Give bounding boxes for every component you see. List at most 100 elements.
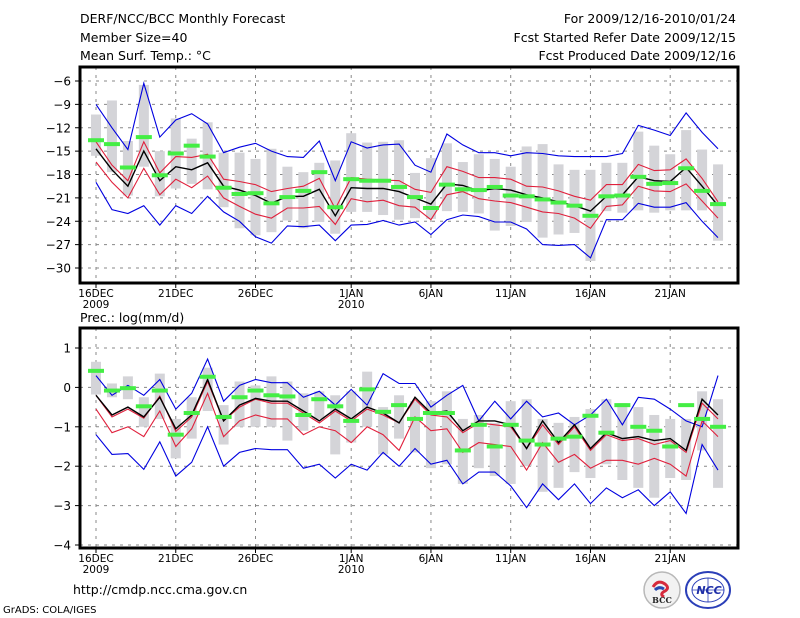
prec-ensemble-min-line [95,425,719,515]
temp-range-bar [473,154,484,214]
temp-range-bar [346,133,357,212]
prec-observed-marker [438,411,455,416]
prec-xtick-label: 1JAN [339,553,364,565]
variable-label-precipitation: Prec.: log(mm/d) [80,310,185,325]
prec-observed-marker [311,397,328,402]
temp-observed-marker [88,138,104,143]
temp-range-bar [330,160,341,234]
temp-observed-marker [518,194,535,199]
prec-observed-marker [375,409,392,414]
temp-range-bar [186,138,197,184]
prec-xtick-year: 2009 [83,564,110,576]
temp-observed-marker [263,201,280,206]
prec-observed-marker [518,438,535,443]
prec-xtick-label: 16DEC [78,553,113,565]
prec-range-bar [410,401,420,453]
temp-xtick-label: 16DEC [78,288,113,300]
temp-range-bar [457,162,468,212]
prec-range-bar [202,367,213,412]
prec-observed-marker [151,388,168,393]
temp-range-bar [298,172,309,229]
prec-observed-marker [247,388,264,393]
temp-observed-marker [662,181,679,186]
temp-ensemble-min-line [95,182,719,259]
prec-range-bar [425,401,436,469]
prec-observed-marker [215,414,232,419]
temp-range-bar [617,162,628,213]
prec-observed-marker [646,428,663,433]
temp-plot-frame [78,65,740,285]
variable-label-temperature: Mean Surf. Temp.: °C [80,48,211,63]
prec-observed-marker [263,393,280,398]
temp-observed-marker [215,185,232,190]
prec-xtick-label: 11JAN [495,553,526,565]
prec-observed-marker [327,404,344,409]
prec-ytick-label: −1 [53,420,71,434]
prec-observed-marker [582,413,599,418]
prec-range-bar [234,381,245,427]
temp-observed-marker [422,206,439,211]
ncc-logo-text: NCC [696,584,721,597]
bcc-logo-text: BCC [652,595,672,605]
prec-ensemble-mean-line [95,377,719,452]
temp-observed-marker [710,202,727,207]
temp-range-bar [218,152,229,208]
temp-spread-lower-line [95,161,719,230]
temp-range-bar [314,162,325,223]
prec-range-bar [330,395,341,455]
temp-observed-marker [119,165,136,170]
temp-range-bar [521,146,532,223]
prec-observed-marker [135,404,152,409]
prec-range-bar [250,385,261,427]
temp-range-bar [601,162,612,212]
temp-observed-marker [470,188,487,193]
temp-range-bar [633,131,644,211]
prec-observed-marker [88,368,104,373]
temp-ytick-label: −12 [46,121,71,135]
temp-range-bar [441,143,452,212]
prec-range-bar [553,422,564,488]
prec-range-bar [362,371,373,427]
prec-observed-marker [359,387,376,392]
prec-range-bar [521,399,532,467]
temp-observed-marker [582,213,599,218]
prec-observed-marker [598,430,615,435]
prec-range-bar [617,403,628,480]
prec-observed-marker [678,403,695,408]
prec-range-bar [314,391,325,419]
temp-xtick-label: 21DEC [158,288,193,300]
temp-observed-marker [343,177,360,182]
forecast-period: For 2009/12/16-2010/01/24 [563,11,736,26]
prec-observed-marker [422,411,439,416]
temp-range-bar [394,140,405,220]
prec-observed-marker [407,416,423,421]
prec-range-bar [394,395,405,439]
temp-xtick-label: 21JAN [655,288,686,300]
prec-observed-marker [694,416,711,421]
temp-range-bar [266,148,277,233]
prec-observed-marker [630,424,647,429]
temp-observed-marker [167,151,184,156]
prec-xtick-label: 16JAN [575,553,606,565]
prec-ytick-label: −2 [53,460,71,474]
temp-observed-marker [614,193,631,198]
prec-ytick-label: −4 [53,539,71,553]
prec-range-bar [282,381,293,441]
prec-range-bar [633,407,644,488]
temp-observed-marker [295,188,312,193]
temp-observed-marker [502,193,519,198]
temp-range-bar [91,114,101,156]
prec-xtick-label: 21JAN [655,553,686,565]
prec-observed-marker [183,411,200,416]
temp-range-bar [553,164,564,235]
prec-observed-marker [454,448,471,453]
prec-observed-marker [550,436,567,441]
source-url[interactable]: http://cmdp.ncc.cma.gov.cn [73,582,248,597]
temp-xtick-label: 16JAN [575,288,606,300]
temp-observed-marker [199,154,216,159]
temp-range-bar [537,144,548,238]
temp-observed-marker [359,178,376,183]
prec-observed-marker [199,374,216,379]
prec-ytick-label: 0 [63,381,71,395]
